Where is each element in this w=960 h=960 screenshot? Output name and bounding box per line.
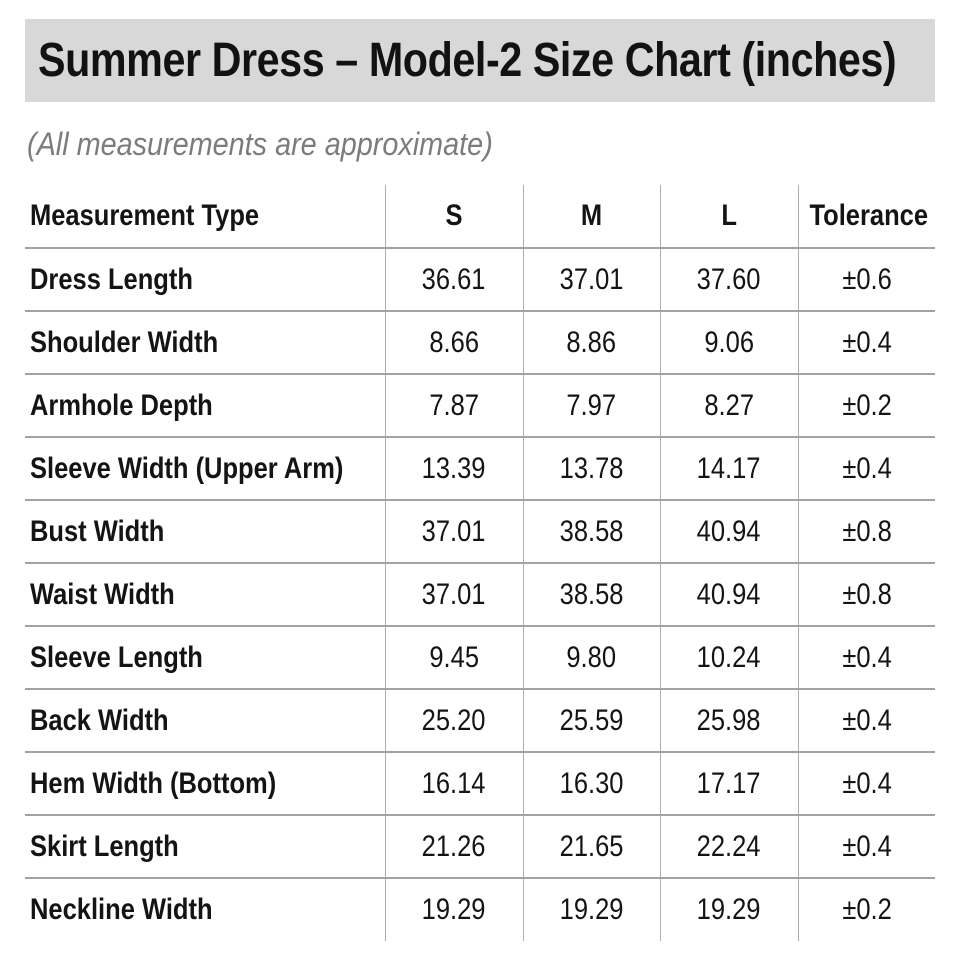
cell-tolerance: ±0.8	[797, 500, 935, 563]
table-header-row: Measurement Type S M L Tolerance	[25, 185, 935, 248]
table-row: Dress Length 36.61 37.01 37.60 ±0.6	[25, 248, 935, 311]
table-row: Back Width 25.20 25.59 25.98 ±0.4	[25, 689, 935, 752]
table-row: Shoulder Width 8.66 8.86 9.06 ±0.4	[25, 311, 935, 374]
page-title: Summer Dress – Model-2 Size Chart (inche…	[38, 34, 897, 87]
row-label: Hem Width (Bottom)	[30, 766, 277, 800]
column-header-l: L	[659, 185, 798, 248]
cell-s: 9.45	[384, 626, 523, 689]
cell-m: 25.59	[522, 689, 660, 752]
cell-m: 13.78	[522, 437, 660, 500]
cell-l: 25.98	[659, 689, 798, 752]
cell-s: 8.66	[384, 311, 523, 374]
size-chart-table: Measurement Type S M L Tolerance Dress L…	[25, 185, 935, 941]
column-header-m: M	[522, 185, 660, 248]
table-row: Sleeve Width (Upper Arm) 13.39 13.78 14.…	[25, 437, 935, 500]
row-label: Waist Width	[30, 577, 175, 611]
row-label: Skirt Length	[30, 829, 179, 863]
cell-s: 16.14	[384, 752, 523, 815]
row-label: Armhole Depth	[30, 388, 213, 422]
table-row: Skirt Length 21.26 21.65 22.24 ±0.4	[25, 815, 935, 878]
table-row: Waist Width 37.01 38.58 40.94 ±0.8	[25, 563, 935, 626]
row-label: Dress Length	[30, 262, 193, 296]
cell-m: 38.58	[522, 563, 660, 626]
row-label: Sleeve Length	[30, 640, 203, 674]
table-row: Sleeve Length 9.45 9.80 10.24 ±0.4	[25, 626, 935, 689]
cell-tolerance: ±0.4	[797, 689, 935, 752]
cell-l: 40.94	[659, 563, 798, 626]
cell-tolerance: ±0.4	[797, 626, 935, 689]
table-row: Hem Width (Bottom) 16.14 16.30 17.17 ±0.…	[25, 752, 935, 815]
table-row: Bust Width 37.01 38.58 40.94 ±0.8	[25, 500, 935, 563]
column-header-s: S	[384, 185, 523, 248]
cell-l: 10.24	[659, 626, 798, 689]
cell-l: 8.27	[659, 374, 798, 437]
cell-s: 25.20	[384, 689, 523, 752]
cell-l: 17.17	[659, 752, 798, 815]
cell-m: 21.65	[522, 815, 660, 878]
cell-tolerance: ±0.8	[797, 563, 935, 626]
cell-s: 37.01	[384, 500, 523, 563]
subtitle-text: (All measurements are approximate)	[27, 126, 493, 162]
cell-s: 19.29	[384, 878, 523, 941]
row-label: Bust Width	[30, 514, 165, 548]
row-label: Neckline Width	[30, 893, 213, 926]
cell-tolerance: ±0.4	[797, 437, 935, 500]
cell-tolerance: ±0.4	[797, 815, 935, 878]
cell-s: 36.61	[384, 248, 523, 311]
cell-l: 19.29	[659, 878, 798, 941]
cell-s: 7.87	[384, 374, 523, 437]
table-row: Armhole Depth 7.87 7.97 8.27 ±0.2	[25, 374, 935, 437]
row-label: Shoulder Width	[30, 325, 219, 359]
cell-tolerance: ±0.4	[797, 752, 935, 815]
cell-l: 37.60	[659, 248, 798, 311]
column-header-measurement-type: Measurement Type	[30, 199, 260, 232]
cell-m: 37.01	[522, 248, 660, 311]
cell-l: 9.06	[659, 311, 798, 374]
row-label: Back Width	[30, 703, 169, 737]
cell-m: 8.86	[522, 311, 660, 374]
cell-l: 22.24	[659, 815, 798, 878]
cell-tolerance: ±0.2	[797, 878, 935, 941]
subtitle: (All measurements are approximate)	[27, 124, 545, 164]
cell-m: 9.80	[522, 626, 660, 689]
row-label: Sleeve Width (Upper Arm)	[30, 451, 344, 485]
table-row: Neckline Width 19.29 19.29 19.29 ±0.2	[25, 878, 935, 941]
cell-tolerance: ±0.2	[797, 374, 935, 437]
cell-s: 21.26	[384, 815, 523, 878]
cell-s: 13.39	[384, 437, 523, 500]
column-header-tolerance: Tolerance	[797, 185, 935, 248]
cell-l: 14.17	[659, 437, 798, 500]
cell-tolerance: ±0.4	[797, 311, 935, 374]
cell-s: 37.01	[384, 563, 523, 626]
cell-m: 38.58	[522, 500, 660, 563]
cell-m: 19.29	[522, 878, 660, 941]
cell-m: 16.30	[522, 752, 660, 815]
cell-l: 40.94	[659, 500, 798, 563]
cell-m: 7.97	[522, 374, 660, 437]
title-bar: Summer Dress – Model-2 Size Chart (inche…	[25, 19, 935, 102]
cell-tolerance: ±0.6	[797, 248, 935, 311]
